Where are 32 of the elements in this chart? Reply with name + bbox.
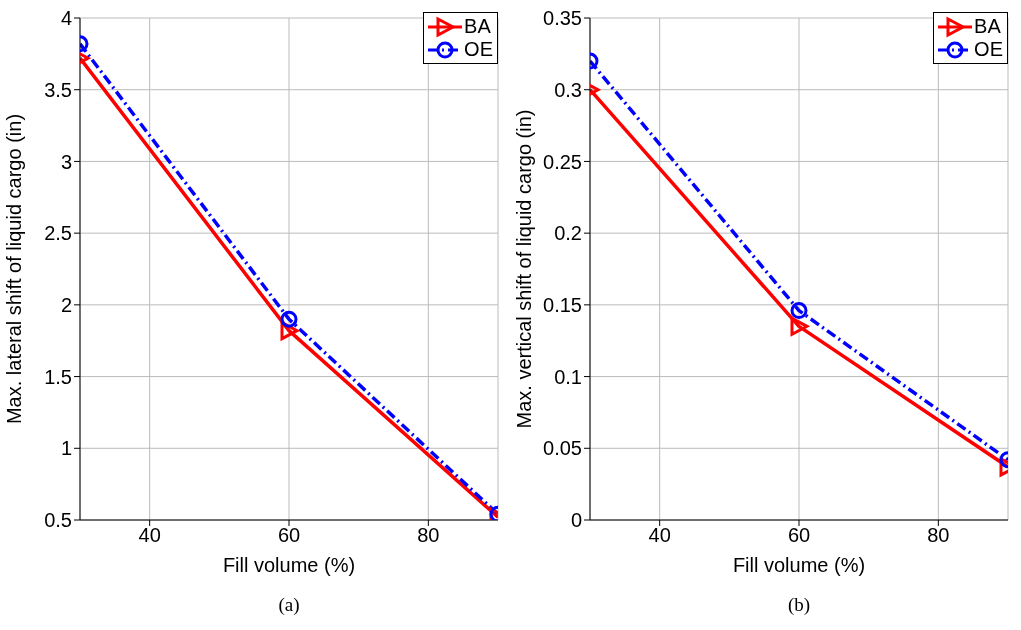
y-tick-label: 0.15 <box>543 293 582 316</box>
y-axis-title: Max. lateral shift of liquid cargo (in) <box>3 113 26 425</box>
x-axis-title: Fill volume (%) <box>222 554 356 576</box>
y-tick-label: 0.3 <box>554 78 582 101</box>
text: (a) <box>277 594 301 616</box>
y-tick-label: 0.2 <box>554 222 582 245</box>
text: (b) <box>786 594 812 616</box>
x-tick-label: 60 <box>787 524 811 547</box>
y-tick-label: 0.5 <box>44 509 72 532</box>
x-tick-label: 60 <box>277 524 301 547</box>
y-tick-label: 2.5 <box>44 222 72 245</box>
y-tick-label: 0.1 <box>554 365 582 388</box>
y-tick-label: 3.5 <box>44 78 72 101</box>
x-axis-title: Fill volume (%) <box>732 554 866 576</box>
y-axis-title: Max. vertical shift of liquid cargo (in) <box>513 109 536 429</box>
x-tick-label: 40 <box>648 524 671 547</box>
y-tick-label: 0.35 <box>543 7 582 30</box>
y-tick-label: 0 <box>570 509 582 532</box>
legend-label: BA <box>974 15 1001 38</box>
y-tick-label: 0.25 <box>543 150 582 173</box>
y-tick-label: 2 <box>60 293 72 316</box>
legend-label: OE <box>464 38 493 61</box>
y-tick-label: 1 <box>60 437 72 460</box>
x-tick-label: 80 <box>927 524 950 547</box>
x-tick-label: 40 <box>138 524 161 547</box>
legend-label: BA <box>464 15 491 38</box>
legend-label: OE <box>974 38 1003 61</box>
y-tick-label: 4 <box>60 7 72 30</box>
y-tick-label: 1.5 <box>44 365 72 388</box>
y-tick-label: 0.05 <box>543 437 582 460</box>
x-tick-label: 80 <box>417 524 440 547</box>
y-tick-label: 3 <box>60 150 72 173</box>
